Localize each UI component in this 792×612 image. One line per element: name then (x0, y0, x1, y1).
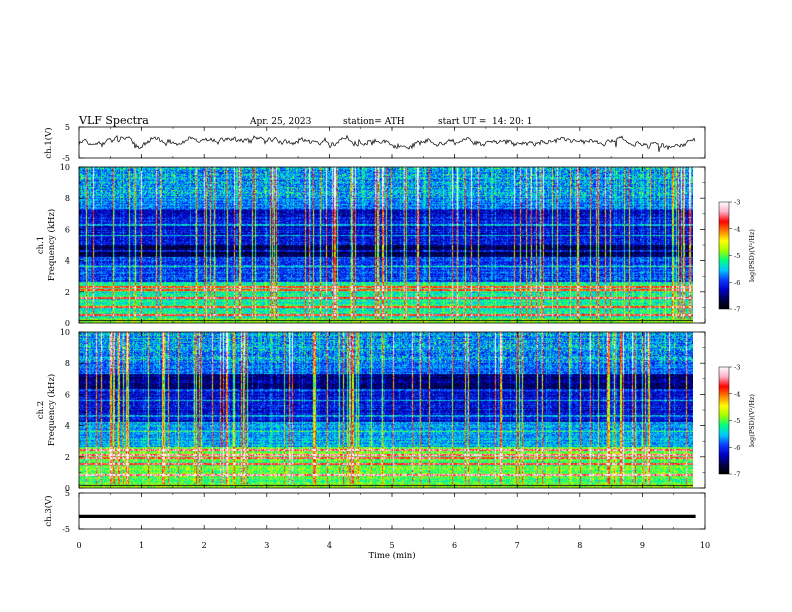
colorbar-tick-label: -7 (734, 306, 740, 314)
xtick-label: 2 (202, 541, 207, 550)
ytick-label: 0 (65, 319, 70, 328)
ch2-freq-ylabel-channel: ch.2 (36, 401, 46, 419)
ytick-label: 2 (65, 453, 70, 462)
xtick-label: 3 (264, 541, 269, 550)
ch1-waveform-panel: 5 -5 ch.1(V) (43, 123, 706, 163)
ch1-freq-ylabel-channel: ch.1 (36, 236, 46, 254)
ytick-label: 6 (65, 225, 70, 234)
ch2-freq-yticks: 0 2 4 6 8 10 (60, 328, 705, 493)
start-ut-time: 14: 20: 1 (492, 117, 532, 127)
figure-title: VLF Spectra (78, 114, 149, 127)
xtick-label: 6 (452, 541, 457, 550)
xtick-label: 4 (327, 541, 332, 550)
colorbar-tick-label: -6 (734, 279, 740, 287)
ytick-label: 2 (65, 288, 70, 297)
xtick-label: 7 (515, 541, 520, 550)
ch3-ylabel: ch.3(V) (43, 495, 54, 526)
ch1-spectrogram-panel: 0 2 4 6 8 10 ch.1 Frequency (kHz) -3 -4 -5 -6 -7 l… (36, 163, 756, 328)
ch2-colorbar: -3 -4 -5 -6 -7 log(PSD)(V²/Hz) (718, 364, 756, 479)
colorbar-tick-label: -4 (734, 225, 740, 233)
date-label: Apr. 25, 2023 (249, 117, 312, 127)
colorbar-scale (718, 366, 730, 475)
ch2-spectrogram-image (79, 332, 693, 488)
time-axis: 0 1 2 3 4 5 6 7 8 9 10 Time (min) (76, 127, 710, 561)
ch1-yticks: 5 -5 (62, 123, 705, 163)
xtick-label: 9 (640, 541, 645, 550)
ch1-freq-yticks: 0 2 4 6 8 10 (60, 163, 705, 328)
ch1-ylabel: ch.1(V) (43, 127, 54, 158)
colorbar-tick-label: -7 (734, 471, 740, 479)
ch1-trace (78, 134, 696, 152)
ytick-label: 8 (65, 194, 70, 203)
colorbar-scale (718, 201, 730, 310)
ch2-freq-ylabel: Frequency (kHz) (46, 374, 57, 446)
time-axis-label: Time (min) (368, 550, 415, 561)
figure-header: VLF Spectra Apr. 25, 2023 station= ATH s… (78, 114, 532, 127)
time-axis-ticks: 0 1 2 3 4 5 6 7 8 9 10 (76, 127, 710, 550)
xtick-label: 8 (577, 541, 582, 550)
ytick-label: 6 (65, 390, 70, 399)
ytick-label: -5 (62, 525, 70, 534)
xtick-label: 0 (76, 541, 81, 550)
ytick-label: 0 (65, 484, 70, 493)
ch3-waveform-panel: 5 -5 ch.3(V) (43, 489, 706, 534)
ytick-label: 5 (65, 489, 70, 498)
ch1-colorbar: -3 -4 -5 -6 -7 log(PSD)(V²/Hz) (718, 199, 756, 314)
colorbar-tick-label: -3 (734, 199, 740, 207)
ch3-yticks: 5 -5 (62, 489, 705, 534)
colorbar-tick-label: -3 (734, 364, 740, 372)
ch1-freq-ylabel: Frequency (kHz) (46, 209, 57, 281)
ytick-label: 10 (60, 163, 70, 172)
colorbar-label: log(PSD)(V²/Hz) (748, 394, 756, 447)
ytick-label: 5 (65, 123, 70, 132)
colorbar-tick-label: -4 (734, 390, 740, 398)
colorbar-tick-label: -6 (734, 444, 740, 452)
colorbar-label: log(PSD)(V²/Hz) (748, 229, 756, 282)
ch2-spectrogram-panel: 0 2 4 6 8 10 ch.2 Frequency (kHz) -3 -4 -5 -6 -7 l… (36, 328, 756, 493)
xtick-label: 1 (139, 541, 144, 550)
ytick-label: 8 (65, 359, 70, 368)
colorbar-tick-label: -5 (734, 417, 740, 425)
station-label: station= ATH (343, 117, 405, 127)
ytick-label: -5 (62, 154, 70, 163)
ytick-label: 10 (60, 328, 70, 337)
ytick-label: 4 (65, 422, 70, 431)
xtick-label: 10 (700, 541, 710, 550)
ytick-label: 4 (65, 257, 70, 266)
ch3-frame (78, 492, 706, 530)
colorbar-tick-label: -5 (734, 252, 740, 260)
start-ut-label: start UT = (438, 117, 486, 127)
ch1-spectrogram-image (79, 167, 693, 323)
xtick-label: 5 (389, 541, 394, 550)
